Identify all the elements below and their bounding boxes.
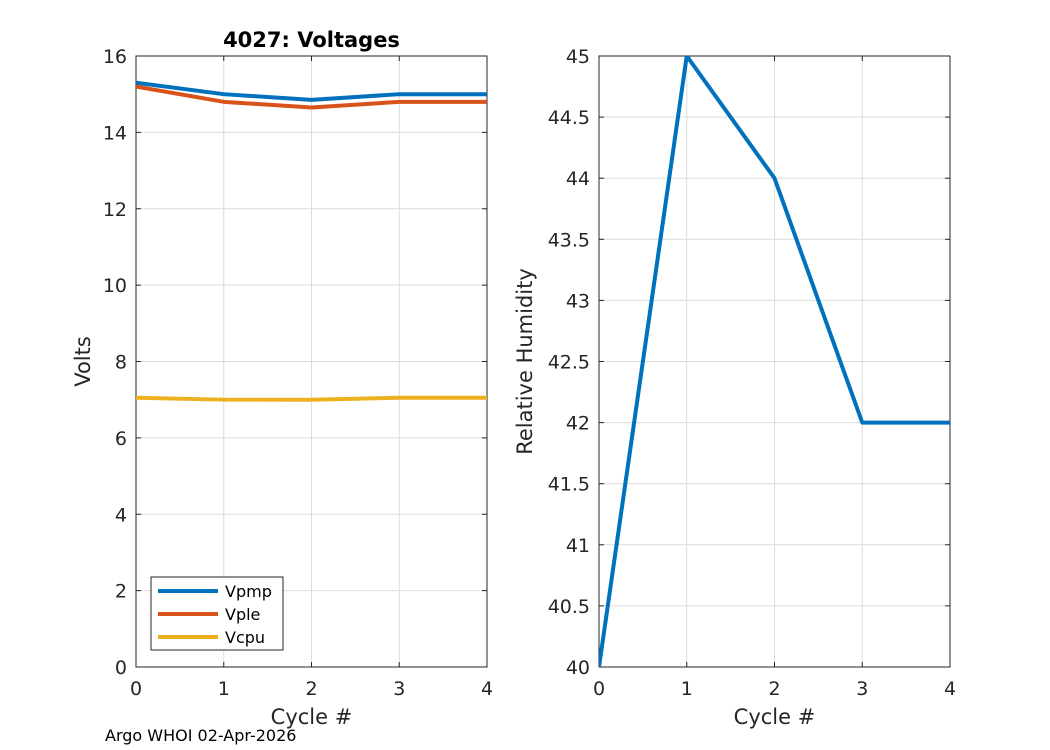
humidity-series-line-relative-humidity bbox=[599, 56, 950, 667]
voltages-x-tick-label: 1 bbox=[218, 678, 230, 700]
voltages-series-line-vcpu bbox=[136, 395, 487, 402]
legend-label-vpmp: Vpmp bbox=[225, 582, 272, 601]
voltages-y-tick-label: 8 bbox=[115, 352, 127, 374]
voltages-series-line-vple bbox=[136, 84, 487, 110]
humidity-axes: 0 1 2 3 4 40 40.5 41 41.5 42 42.5 43 43.5 44 44.5 45 Cyc… bbox=[513, 46, 956, 729]
humidity-series-group bbox=[599, 56, 950, 667]
voltages-y-axis-label: Volts bbox=[71, 336, 95, 387]
voltages-series-group bbox=[136, 80, 487, 402]
humidity-y-tick-label: 44 bbox=[566, 168, 590, 190]
humidity-x-tick-label: 3 bbox=[856, 678, 868, 700]
voltages-x-axis-label: Cycle # bbox=[271, 705, 353, 729]
legend-label-vcpu: Vcpu bbox=[225, 628, 265, 647]
humidity-y-tick-label: 43.5 bbox=[548, 229, 590, 251]
humidity-x-tick-label: 1 bbox=[681, 678, 693, 700]
voltages-y-tick-label: 14 bbox=[103, 122, 127, 144]
humidity-y-tick-label: 42.5 bbox=[548, 352, 590, 374]
humidity-y-tick-label: 42 bbox=[566, 413, 590, 435]
humidity-x-tick-label: 0 bbox=[593, 678, 605, 700]
voltages-y-tick-label: 10 bbox=[103, 275, 127, 297]
humidity-x-axis-label: Cycle # bbox=[734, 705, 816, 729]
voltages-y-tick-label: 12 bbox=[103, 199, 127, 221]
voltages-series-line-vpmp bbox=[136, 80, 487, 102]
voltages-x-tick-label: 4 bbox=[481, 678, 493, 700]
humidity-y-tick-label: 44.5 bbox=[548, 107, 590, 129]
legend-label-vple: Vple bbox=[225, 605, 260, 624]
voltages-y-tick-label: 0 bbox=[115, 657, 127, 679]
voltages-x-tick-label: 0 bbox=[130, 678, 142, 700]
legend: Vpmp Vple Vcpu bbox=[150, 576, 284, 651]
humidity-x-tick-label: 4 bbox=[944, 678, 956, 700]
humidity-y-tick-label: 40 bbox=[566, 657, 590, 679]
voltages-y-tick-label: 6 bbox=[115, 428, 127, 450]
humidity-y-tick-label: 40.5 bbox=[548, 596, 590, 618]
humidity-x-tick-label: 2 bbox=[768, 678, 780, 700]
voltages-x-tick-label: 3 bbox=[393, 678, 405, 700]
humidity-y-tick-label: 45 bbox=[566, 46, 590, 68]
voltages-chart-title: 4027: Voltages bbox=[223, 28, 400, 52]
voltages-y-tick-label: 2 bbox=[115, 581, 127, 603]
footer-text: Argo WHOI 02-Apr-2026 bbox=[105, 726, 296, 745]
humidity-y-tick-label: 41.5 bbox=[548, 474, 590, 496]
humidity-y-tick-label: 41 bbox=[566, 535, 590, 557]
humidity-y-axis-label: Relative Humidity bbox=[513, 268, 537, 455]
humidity-y-tick-label: 43 bbox=[566, 290, 590, 312]
voltages-y-tick-label: 4 bbox=[115, 504, 127, 526]
voltages-y-tick-label: 16 bbox=[103, 46, 127, 68]
voltages-x-tick-label: 2 bbox=[305, 678, 317, 700]
